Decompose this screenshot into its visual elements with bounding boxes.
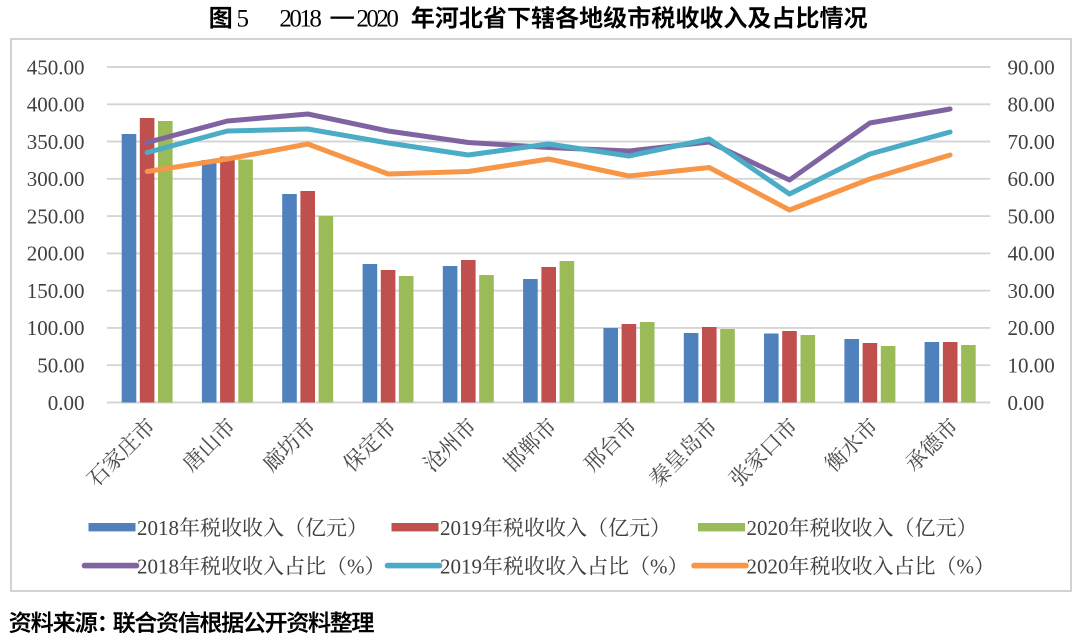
svg-text:2019: 2019 bbox=[440, 516, 482, 540]
svg-text:300.00: 300.00 bbox=[27, 167, 85, 191]
svg-text:%: % bbox=[650, 555, 668, 579]
svg-text:250.00: 250.00 bbox=[27, 204, 85, 228]
svg-text:2020: 2020 bbox=[356, 6, 399, 33]
svg-text:5: 5 bbox=[237, 6, 250, 33]
svg-text:%: % bbox=[957, 555, 975, 579]
svg-text:40.00: 40.00 bbox=[1008, 242, 1055, 266]
svg-text:0.00: 0.00 bbox=[1008, 391, 1045, 415]
svg-text:20.00: 20.00 bbox=[1008, 316, 1055, 340]
svg-text:200.00: 200.00 bbox=[27, 242, 85, 266]
svg-text:2020: 2020 bbox=[747, 516, 789, 540]
svg-text:100.00: 100.00 bbox=[27, 316, 85, 340]
svg-text:150.00: 150.00 bbox=[27, 279, 85, 303]
svg-text:80.00: 80.00 bbox=[1008, 93, 1055, 117]
svg-text:50.00: 50.00 bbox=[37, 354, 84, 378]
svg-text:2018: 2018 bbox=[137, 516, 179, 540]
svg-text:0.00: 0.00 bbox=[48, 391, 85, 415]
svg-text:70.00: 70.00 bbox=[1008, 130, 1055, 154]
svg-text:60.00: 60.00 bbox=[1008, 167, 1055, 191]
svg-text:400.00: 400.00 bbox=[27, 93, 85, 117]
svg-text:90.00: 90.00 bbox=[1008, 55, 1055, 79]
svg-text:30.00: 30.00 bbox=[1008, 279, 1055, 303]
svg-text:350.00: 350.00 bbox=[27, 130, 85, 154]
svg-text:2020: 2020 bbox=[747, 555, 789, 579]
svg-text:2019: 2019 bbox=[440, 555, 482, 579]
svg-text:%: % bbox=[347, 555, 365, 579]
svg-text:50.00: 50.00 bbox=[1008, 204, 1055, 228]
svg-text:10.00: 10.00 bbox=[1008, 354, 1055, 378]
svg-text:450.00: 450.00 bbox=[27, 55, 85, 79]
svg-text:2018: 2018 bbox=[137, 555, 179, 579]
svg-text:2018: 2018 bbox=[279, 6, 322, 33]
